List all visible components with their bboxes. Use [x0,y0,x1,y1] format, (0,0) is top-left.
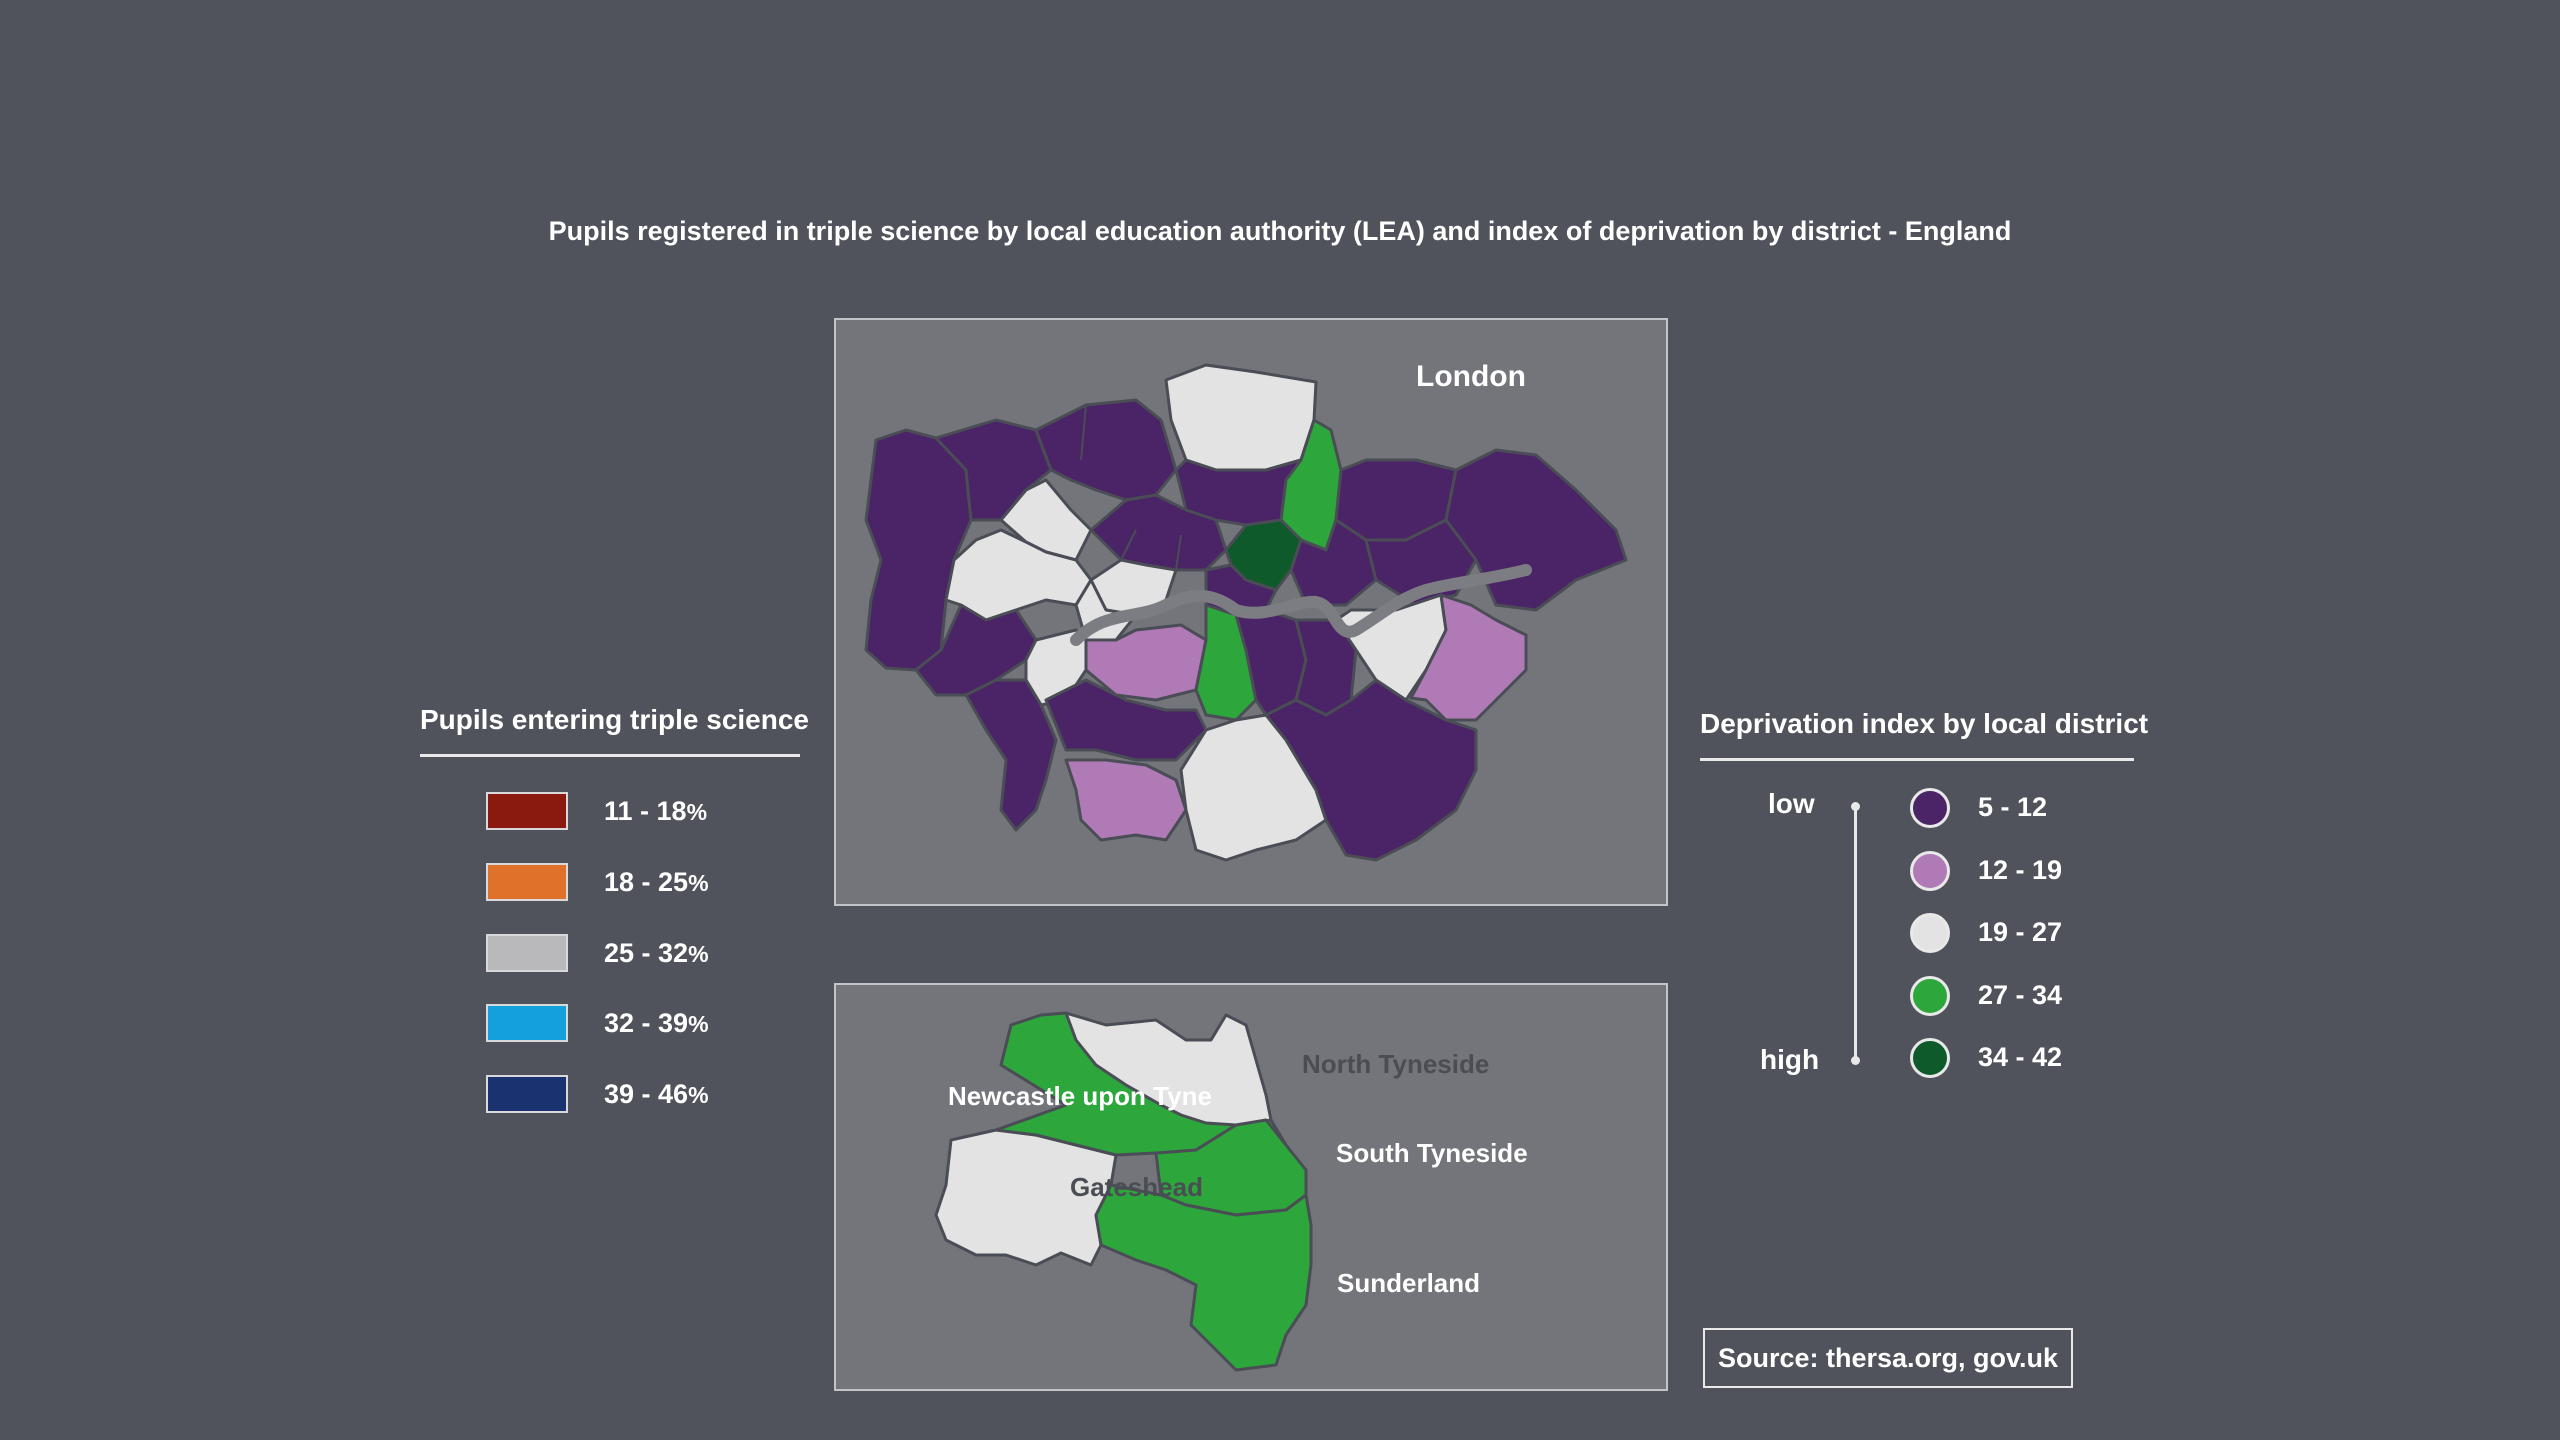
legend-item: 12 - 19 [1910,851,2130,891]
legend-label: 34 - 42 [1978,1042,2063,1072]
label-gateshead: Gateshead [1070,1172,1203,1202]
london-map-panel: London [834,318,1668,906]
map-title-london: London [1416,360,1526,393]
district-bexley[interactable] [1409,593,1528,722]
tyneside-map-panel: Newcastle upon Tyne North Tyneside South… [834,983,1668,1391]
legend-item: 39 - 46% [486,1075,786,1115]
legend-item: 32 - 39% [486,1004,786,1044]
legend-circle [1910,1038,1950,1078]
legend-swatch [486,1075,568,1113]
legend-circle [1910,913,1950,953]
legend-item: 27 - 34 [1910,976,2130,1016]
legend-label: 39 - 46% [604,1079,709,1109]
legend-swatch [486,863,568,901]
label-south-tyneside: South Tyneside [1336,1138,1528,1168]
legend-item: 5 - 12 [1910,788,2130,828]
triple-science-legend: Pupils entering triple science 11 - 18% … [420,704,810,1113]
label-sunderland: Sunderland [1337,1268,1480,1298]
legend-label: 27 - 34 [1978,980,2063,1010]
legend-label: 11 - 18% [604,796,708,826]
label-newcastle: Newcastle upon Tyne [948,1081,1212,1111]
legend-label: 5 - 12 [1978,792,2048,822]
deprivation-legend: Deprivation index by local district low … [1700,708,2149,1078]
legend-label: 32 - 39% [604,1008,709,1038]
scale-dot-bottom [1851,1056,1860,1065]
legend-label: 19 - 27 [1978,917,2063,947]
london-map [864,363,1628,862]
scale-high-label: high [1760,1044,1820,1075]
legend-divider [1700,758,2134,761]
legend-swatch [486,792,568,830]
legend-item: 19 - 27 [1910,913,2130,953]
legend-circle [1910,788,1950,828]
legend-label: 25 - 32% [604,938,709,968]
river-thames [1070,564,1532,646]
district-north-tyneside[interactable] [1064,1011,1273,1127]
legend-circle [1910,851,1950,891]
legend-item: 18 - 25% [486,863,786,903]
legend-label: 18 - 25% [604,867,709,897]
page-title: Pupils registered in triple science by l… [548,216,2012,246]
legend-item: 11 - 18% [486,792,786,832]
source-note: Source: thersa.org, gov.uk [1703,1328,2073,1388]
legend-circle [1910,976,1950,1016]
deprivation-legend-heading: Deprivation index by local district [1700,708,2149,739]
triple-science-legend-heading: Pupils entering triple science [420,704,810,735]
legend-item: 34 - 42 [1910,1038,2130,1078]
district-sunderland[interactable] [1094,1183,1313,1372]
label-north-tyneside: North Tyneside [1302,1049,1489,1079]
scale-low-label: low [1768,788,1815,819]
legend-swatch [486,934,568,972]
district-enfield[interactable] [1164,363,1318,472]
legend-label: 12 - 19 [1978,855,2063,885]
legend-divider [420,754,800,757]
scale-dot-top [1851,802,1860,811]
district-barnet[interactable] [1034,398,1178,502]
district-sutton[interactable] [1064,758,1188,842]
scale-axis [1854,806,1857,1060]
district-kingston[interactable] [964,678,1058,832]
tyneside-map: Newcastle upon Tyne North Tyneside South… [934,1011,1528,1372]
district-bromley[interactable] [1264,678,1478,862]
legend-swatch [486,1004,568,1042]
legend-item: 25 - 32% [486,934,786,974]
